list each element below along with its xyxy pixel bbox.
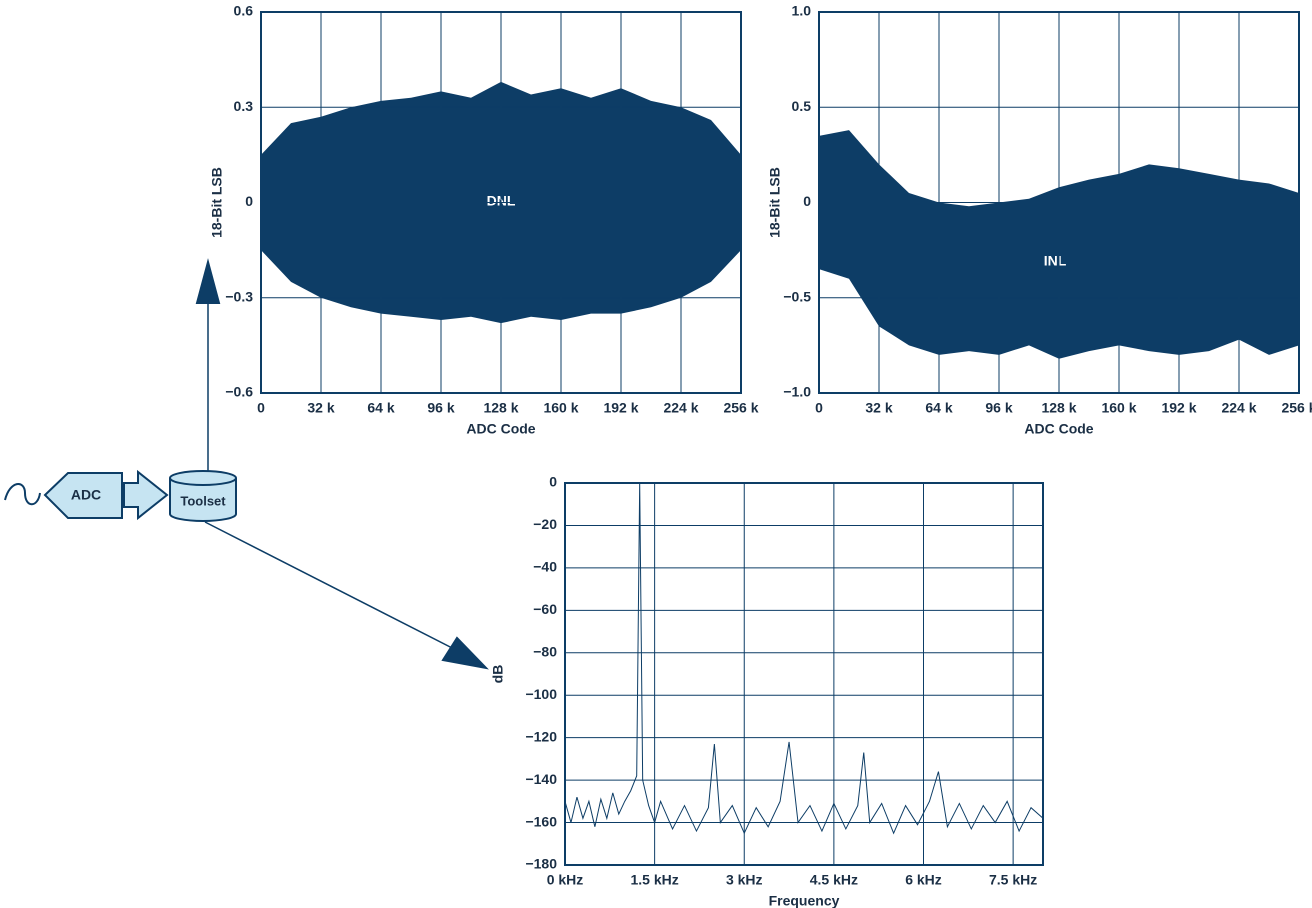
y-tick-label: −80 — [533, 643, 557, 659]
y-tick-label: −160 — [525, 813, 557, 829]
y-tick-label: −0.3 — [225, 288, 253, 304]
x-tick-label: 0 kHz — [547, 872, 584, 888]
x-tick-label: 32 k — [307, 400, 334, 416]
x-tick-label: 32 k — [865, 400, 892, 416]
x-tick-label: 224 k — [1221, 400, 1256, 416]
x-tick-label: 0 — [815, 400, 823, 416]
arrowhead — [441, 636, 489, 670]
node-label: Toolset — [180, 493, 226, 508]
x-tick-label: 128 k — [483, 400, 518, 416]
x-tick-label: 0 — [257, 400, 265, 416]
y-tick-label: −20 — [533, 516, 557, 532]
y-tick-label: −40 — [533, 559, 557, 575]
x-tick-label: 6 kHz — [905, 872, 942, 888]
x-tick-label: 256 k — [1281, 400, 1312, 416]
y-tick-label: −140 — [525, 771, 557, 787]
y-tick-label: 0 — [803, 193, 811, 209]
y-tick-label: 0.3 — [234, 98, 254, 114]
node-label: ADC — [71, 487, 101, 503]
x-tick-label: 96 k — [427, 400, 454, 416]
x-tick-label: 96 k — [985, 400, 1012, 416]
y-tick-label: −0.6 — [225, 384, 253, 400]
y-tick-label: 0.5 — [792, 98, 812, 114]
y-tick-label: 0 — [549, 474, 557, 490]
y-tick-label: −0.5 — [783, 288, 811, 304]
x-tick-label: 224 k — [663, 400, 698, 416]
x-tick-label: 3 kHz — [726, 872, 763, 888]
x-tick-label: 192 k — [603, 400, 638, 416]
x-tick-label: 192 k — [1161, 400, 1196, 416]
y-tick-label: −180 — [525, 856, 557, 872]
plot-frame — [818, 11, 1300, 394]
x-tick-label: 64 k — [925, 400, 952, 416]
x-axis-label: ADC Code — [1024, 421, 1093, 437]
y-tick-label: −100 — [525, 686, 557, 702]
signal-wave — [4, 483, 41, 506]
plot-frame — [260, 11, 742, 394]
y-axis-label: dB — [490, 665, 506, 684]
y-tick-label: −1.0 — [783, 384, 811, 400]
plot-frame — [564, 482, 1044, 866]
connector — [204, 521, 461, 653]
flow-arrow — [123, 469, 169, 521]
toolset-cylinder — [169, 478, 237, 522]
y-tick-label: −60 — [533, 601, 557, 617]
x-tick-label: 4.5 kHz — [810, 872, 858, 888]
x-axis-label: Frequency — [769, 893, 840, 908]
y-tick-label: 1.0 — [792, 3, 812, 19]
arrowhead — [195, 258, 221, 304]
y-tick-label: −120 — [525, 728, 557, 744]
x-tick-label: 160 k — [543, 400, 578, 416]
x-tick-label: 64 k — [367, 400, 394, 416]
series-label: INL — [1044, 253, 1067, 269]
spectrum-line — [564, 482, 1044, 835]
x-tick-label: 160 k — [1101, 400, 1136, 416]
x-axis-label: ADC Code — [466, 421, 535, 437]
diagram — [4, 258, 489, 670]
y-tick-label: 0 — [245, 193, 253, 209]
y-axis-label: 18-Bit LSB — [209, 167, 225, 238]
y-axis-label: 18-Bit LSB — [767, 167, 783, 238]
x-tick-label: 256 k — [723, 400, 758, 416]
adc-block — [43, 472, 123, 519]
y-tick-label: 0.6 — [234, 3, 254, 19]
x-tick-label: 1.5 kHz — [631, 872, 679, 888]
toolset-top — [169, 470, 237, 486]
x-tick-label: 7.5 kHz — [989, 872, 1037, 888]
x-tick-label: 128 k — [1041, 400, 1076, 416]
